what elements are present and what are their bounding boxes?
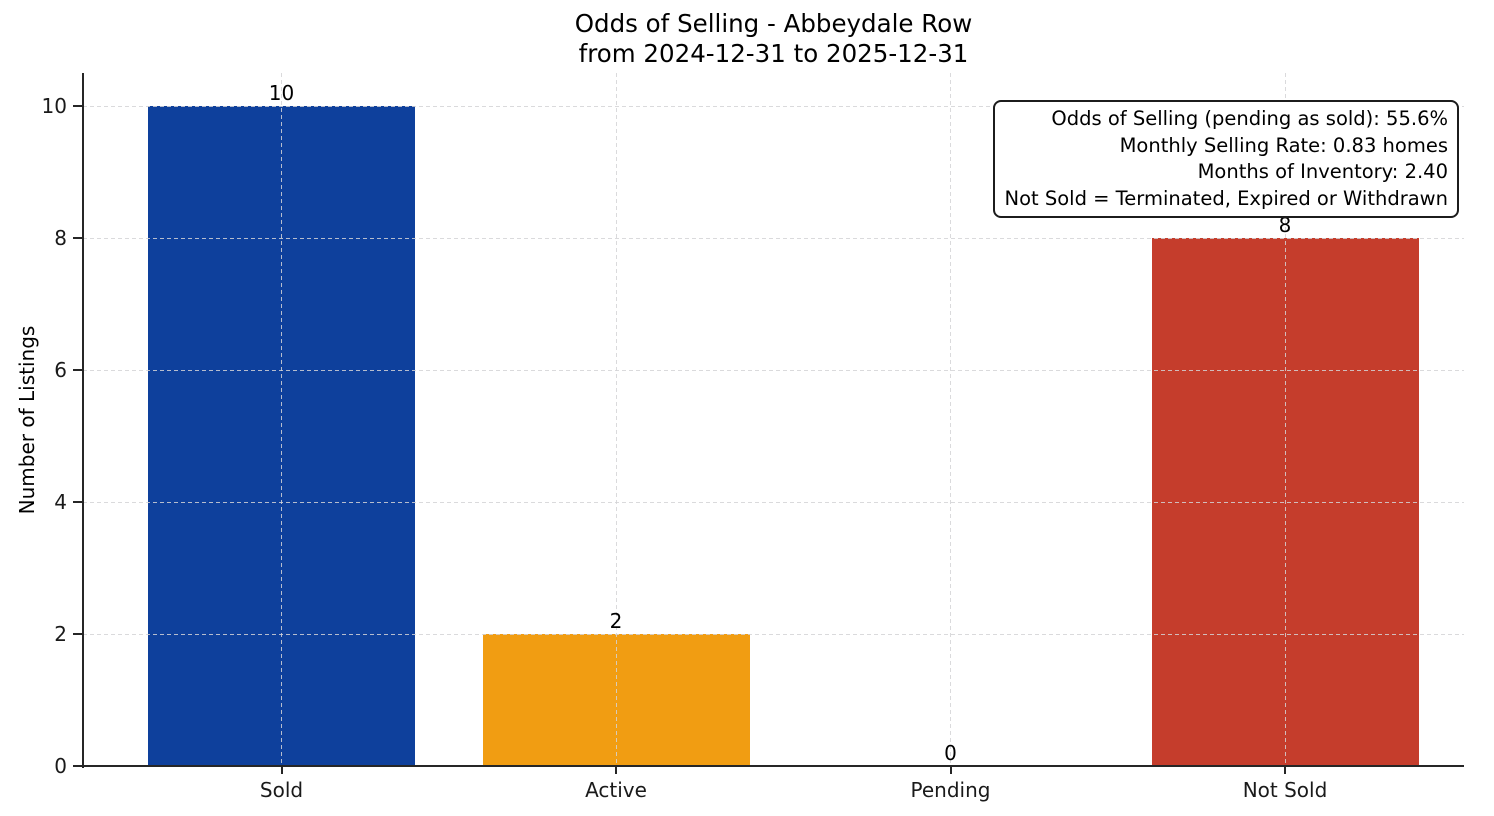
bar-value-active: 2 [609, 609, 623, 633]
x-tick-pending [949, 766, 952, 774]
x-tick-not-sold [1284, 766, 1286, 774]
gridline-x-pending [950, 73, 951, 766]
annotation-line-monthly-selling-rate: Monthly Selling Rate: 0.83 homes [1119, 133, 1448, 157]
y-tick-label-8: 8 [54, 226, 67, 250]
x-tick-sold [280, 766, 283, 774]
gridline-y-6 [83, 369, 1464, 371]
y-tick-6 [73, 369, 82, 371]
annotation-line-months-of-inventory: Months of Inventory: 2.40 [1197, 160, 1448, 183]
gridline-y-4 [83, 501, 1464, 503]
y-tick-label-6: 6 [54, 358, 67, 382]
bar-value-sold: 10 [268, 81, 295, 105]
annotation-box: Odds of Selling (pending as sold): 55.6%… [993, 100, 1459, 218]
x-axis-spine [82, 765, 1464, 767]
y-tick-0 [73, 765, 82, 767]
y-tick-label-2: 2 [54, 622, 67, 646]
x-tick-label-active: Active [585, 778, 647, 802]
bar-value-pending: 0 [944, 741, 957, 765]
bar-value-not-sold: 8 [1278, 213, 1292, 237]
y-axis-label: Number of Listings [15, 325, 39, 515]
gridline-x-active [615, 73, 617, 766]
axes-layer: 10 2 0 8 0 2 4 6 8 10 Sold Active Pending Not Sold [42, 73, 1464, 802]
y-tick-2 [73, 633, 82, 635]
chart-title-line1: Odds of Selling - Abbeydale Row [574, 9, 973, 38]
chart-title-line2: from 2024-12-31 to 2025-12-31 [578, 39, 969, 68]
annotation-line-not-sold-definition: Not Sold = Terminated, Expired or Withdr… [1004, 186, 1448, 210]
y-tick-4 [73, 501, 82, 503]
plot-area: 10 2 0 8 0 2 4 6 8 10 Sold Active Pending Not Sold [42, 73, 1464, 802]
y-tick-10 [73, 105, 82, 107]
chart-title: Odds of Selling - Abbeydale Row from 202… [83, 9, 1464, 69]
gridline-x-sold [281, 73, 282, 766]
x-tick-active [615, 766, 617, 774]
y-axis-spine [82, 73, 84, 768]
gridline-y-2 [83, 633, 1464, 635]
x-tick-label-pending: Pending [910, 778, 991, 802]
y-tick-label-4: 4 [54, 490, 67, 514]
gridline-y-10 [83, 105, 1464, 107]
x-tick-label-sold: Sold [259, 778, 304, 802]
gridline-y-8 [83, 237, 1464, 239]
x-tick-label-not-sold: Not Sold [1242, 778, 1328, 802]
annotation-line-odds-of-selling: Odds of Selling (pending as sold): 55.6% [1051, 107, 1448, 130]
y-tick-label-10: 10 [41, 94, 67, 118]
gridline-x-not-sold [1284, 73, 1286, 766]
y-tick-label-0: 0 [54, 754, 67, 778]
y-tick-8 [73, 237, 82, 239]
